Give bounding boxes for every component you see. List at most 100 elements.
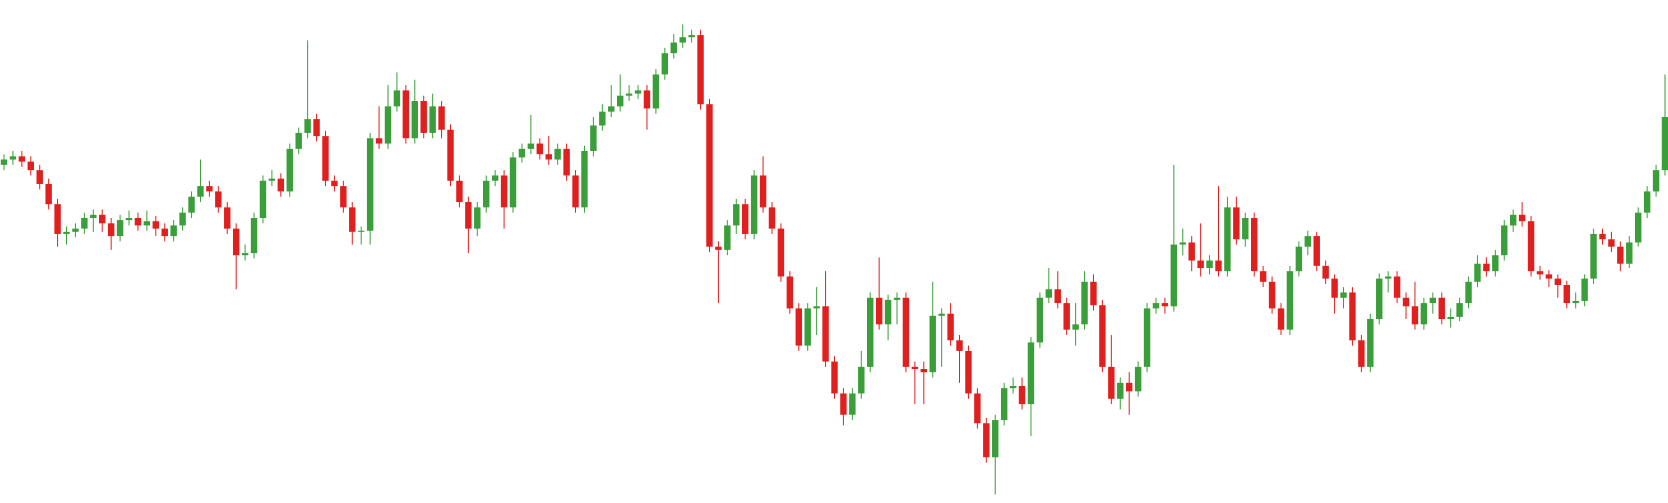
candle-body (1411, 306, 1419, 325)
candle-body (1590, 233, 1597, 279)
candle-body (72, 228, 79, 232)
candle-body (1286, 271, 1294, 330)
candle-body (902, 297, 910, 367)
candle-body (259, 180, 267, 219)
candle-body (1215, 260, 1222, 272)
candle-body (474, 207, 481, 229)
candle-body (1313, 236, 1320, 266)
candle-body (1295, 246, 1303, 272)
candle-body (1045, 289, 1053, 298)
candle-body (545, 154, 552, 160)
candle-body (1125, 382, 1133, 392)
candle-body (1384, 276, 1392, 279)
candle-body (1233, 207, 1240, 240)
candle-body (18, 156, 26, 162)
candle-body (1447, 316, 1454, 320)
candle-body (357, 230, 365, 232)
candle-body (366, 138, 374, 231)
candle-body (1027, 342, 1035, 405)
candle-body (1188, 242, 1195, 261)
candle-body (1018, 386, 1026, 405)
candle-body (1134, 366, 1142, 392)
candle-body (134, 218, 142, 226)
candle-body (634, 90, 642, 94)
candle-body (750, 175, 758, 234)
candle-body (938, 313, 945, 316)
candle-body (1545, 274, 1553, 279)
candle-body (1197, 260, 1204, 268)
candle-body (188, 196, 195, 213)
candle-body (1608, 239, 1615, 247)
candle-body (1340, 292, 1347, 298)
candle-body (1509, 214, 1517, 226)
candle-body (706, 104, 713, 247)
candle-body (152, 221, 160, 229)
candle-body (608, 106, 615, 112)
candle-body (741, 204, 749, 234)
candle-body (411, 101, 418, 139)
candle-body (733, 204, 740, 226)
candle-body (1268, 281, 1276, 309)
candle-body (54, 204, 61, 234)
candle-body (27, 161, 35, 171)
candle-body (295, 132, 302, 149)
candle-body (90, 214, 97, 219)
candle-body (956, 340, 963, 351)
candle-body (0, 159, 8, 165)
candle-body (1152, 303, 1160, 309)
candle-body (795, 308, 802, 346)
candle-body (179, 212, 186, 226)
candle-body (1456, 303, 1463, 317)
candle-body (1367, 319, 1374, 367)
candle-body (313, 119, 320, 137)
candle-body (554, 148, 561, 160)
candle-body (884, 299, 892, 325)
candle-body (1054, 289, 1061, 304)
candle-body (536, 143, 544, 155)
candle-body (483, 180, 490, 208)
candle-body (688, 35, 695, 38)
candle-body (1643, 191, 1651, 213)
candle-body (867, 297, 874, 367)
candle-body (1277, 308, 1285, 330)
candle-body (1617, 246, 1624, 264)
candle-body (161, 228, 168, 237)
candle-body (974, 393, 981, 424)
candle-body (491, 175, 499, 181)
candle-body (143, 221, 151, 226)
candle-body (724, 225, 731, 250)
candle-body (563, 148, 570, 176)
candle-body (286, 148, 293, 192)
candle-body (572, 175, 579, 208)
candle-body (911, 366, 919, 370)
candle-body (1322, 265, 1329, 279)
candle-body (429, 106, 436, 133)
candle-body (447, 129, 454, 181)
candle-body (81, 218, 88, 229)
candle-body (715, 246, 722, 250)
candle-body (1563, 284, 1570, 304)
candle-body (1304, 236, 1312, 247)
candle-body (679, 37, 686, 43)
candle-body (992, 420, 999, 458)
candle-body (1206, 260, 1213, 268)
candle-body (599, 111, 606, 126)
candle-body (1438, 297, 1445, 320)
candle-body (197, 186, 204, 197)
candle-body (1376, 278, 1383, 320)
candle-body (63, 231, 70, 234)
candle-body (1402, 297, 1410, 307)
candle-body (393, 90, 401, 107)
candle-body (643, 90, 651, 109)
candle-body (768, 207, 776, 229)
candle-body (322, 136, 329, 181)
candle-body (858, 366, 865, 394)
candle-body (947, 313, 954, 341)
candle-body (1251, 218, 1258, 272)
candle-body (1581, 278, 1588, 301)
candle-body (500, 175, 508, 208)
candle-body (1527, 221, 1535, 272)
candle-body (99, 214, 106, 224)
candle-body (1117, 382, 1124, 399)
candle-body (518, 148, 526, 158)
